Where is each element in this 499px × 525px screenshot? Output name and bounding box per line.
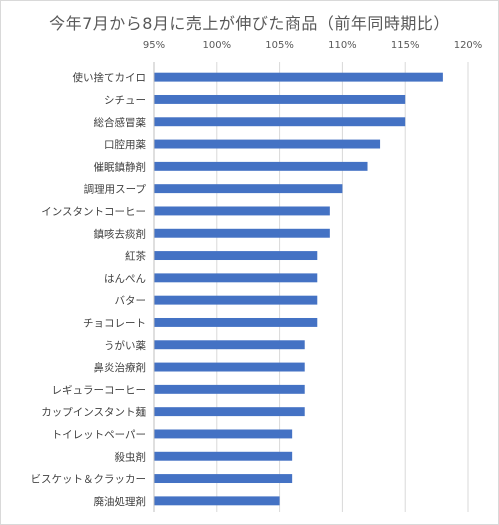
category-label: シチュー: [104, 94, 146, 106]
gridlines: [153, 62, 469, 512]
category-label: カップインスタント麺: [41, 406, 146, 419]
x-tick-label: 95%: [143, 40, 165, 51]
category-label: バター: [115, 295, 147, 307]
category-label: 催眠鎮静剤: [94, 160, 147, 173]
chart-title: 今年7月から8月に売上が伸びた商品（前年同時期比）: [49, 14, 450, 33]
bar: [154, 496, 280, 506]
bar: [154, 139, 381, 149]
bar: [154, 72, 443, 82]
x-tick-label: 115%: [391, 40, 420, 51]
category-label: 使い捨てカイロ: [73, 71, 147, 84]
category-label: トイレットペーパー: [52, 429, 146, 441]
category-label: 鎮咳去痰剤: [94, 227, 147, 240]
category-label: はんぺん: [104, 273, 146, 285]
bar: [154, 184, 343, 194]
bar: [154, 117, 406, 127]
bars: [154, 72, 443, 506]
category-label: 殺虫剤: [115, 450, 147, 463]
bar: [154, 251, 318, 261]
category-label: 鼻炎治療剤: [94, 361, 147, 374]
bar: [154, 94, 406, 104]
category-label: 口腔用薬: [104, 138, 146, 151]
x-axis-ticks: 95% 100% 105% 110% 115% 120%: [143, 40, 482, 51]
category-label: 調理用スープ: [84, 183, 147, 196]
bar: [154, 340, 305, 350]
bar: [154, 206, 330, 216]
bar: [154, 474, 293, 484]
category-label: 紅茶: [125, 250, 146, 263]
category-label: レギュラーコーヒー: [52, 384, 147, 396]
category-label: 総合感冒薬: [94, 116, 147, 129]
bar: [154, 451, 293, 461]
x-tick-label: 105%: [265, 40, 294, 51]
bar: [154, 429, 293, 439]
bar: [154, 228, 330, 238]
bar: [154, 317, 318, 327]
bar: [154, 362, 305, 372]
category-label: インスタントコーヒー: [41, 206, 146, 218]
bar: [154, 407, 305, 417]
x-tick-label: 100%: [203, 40, 232, 51]
bar: [154, 273, 318, 283]
x-tick-label: 110%: [328, 40, 357, 51]
category-label: ビスケット＆クラッカー: [31, 474, 147, 486]
category-label: チョコレート: [83, 317, 146, 329]
bar: [154, 295, 318, 305]
category-label: うがい薬: [104, 339, 146, 352]
category-label: 廃油処理剤: [94, 495, 147, 508]
bar: [154, 161, 368, 171]
category-labels: 使い捨てカイロシチュー総合感冒薬口腔用薬催眠鎮静剤調理用スープインスタントコーヒ…: [31, 71, 147, 508]
bar: [154, 384, 305, 394]
x-tick-label: 120%: [454, 40, 483, 51]
